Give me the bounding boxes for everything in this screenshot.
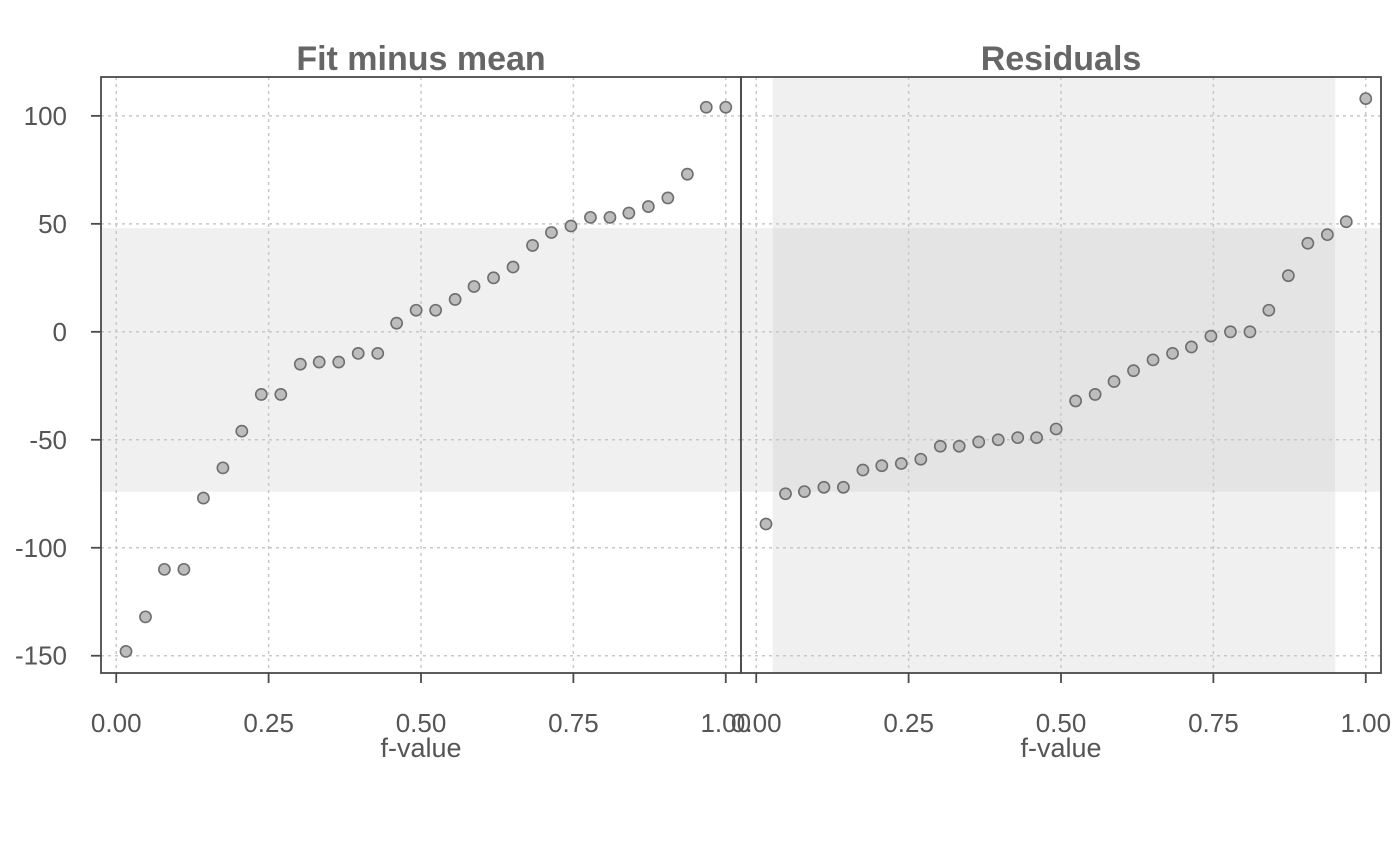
data-point	[1224, 325, 1237, 339]
data-point	[603, 210, 617, 224]
data-point	[467, 280, 481, 293]
data-point	[759, 517, 773, 531]
x-tick-label: 0.25	[883, 708, 934, 738]
data-point	[699, 100, 713, 114]
data-point	[312, 355, 326, 369]
data-point	[506, 260, 520, 274]
data-point	[972, 435, 986, 449]
data-point	[837, 480, 850, 494]
data-point	[545, 226, 558, 239]
data-point	[139, 610, 152, 624]
data-point	[933, 439, 947, 453]
data-point	[157, 562, 171, 576]
data-point	[856, 463, 870, 477]
data-point	[409, 303, 423, 317]
data-point	[177, 562, 191, 576]
data-point	[1339, 215, 1353, 229]
data-point	[894, 457, 908, 470]
x-tick-label: 0.50	[396, 708, 447, 738]
data-point	[1243, 325, 1257, 339]
data-point	[779, 487, 792, 501]
data-point	[429, 303, 443, 317]
data-point	[1030, 431, 1044, 445]
x-tick-label: 0.75	[548, 708, 599, 738]
data-point	[1069, 394, 1083, 408]
data-point	[216, 461, 230, 475]
data-point	[661, 191, 675, 205]
data-point	[274, 388, 288, 401]
data-point	[119, 645, 133, 658]
data-point	[448, 293, 462, 306]
data-point	[914, 452, 928, 466]
panel-residuals: Residuals f-value 0.00 0.25 0.50 0.75 1.00	[731, 40, 1391, 763]
y-tick-label: 100	[24, 101, 67, 131]
data-point	[952, 439, 966, 453]
data-point	[641, 200, 655, 213]
x-tick-label: 1.00	[1340, 708, 1391, 738]
data-point	[371, 347, 385, 360]
x-tick-label: 0.00	[731, 708, 782, 738]
data-point	[487, 271, 500, 285]
panel-fit-minus-mean: Fit minus mean f-value 0.00 0.25 0.50 0.75 1…	[15, 40, 751, 763]
y-tick-label: -150	[15, 641, 67, 671]
y-tick-label: 0	[53, 317, 67, 347]
data-point	[351, 347, 365, 360]
data-point	[332, 355, 346, 369]
x-tick-label: 0.50	[1036, 708, 1087, 738]
x-tick-label: 0.00	[91, 708, 142, 738]
data-point	[1107, 375, 1121, 388]
y-tick-label: -100	[15, 533, 67, 563]
band-horizontal-right-part	[1335, 228, 1381, 492]
data-point	[1301, 236, 1315, 250]
data-point	[526, 239, 539, 252]
data-point	[1127, 364, 1140, 378]
x-axis-label-left: f-value	[380, 733, 461, 763]
y-tick-label: 50	[38, 209, 67, 239]
data-point	[680, 167, 694, 181]
data-point	[622, 206, 636, 220]
y-tick-label: -50	[29, 425, 67, 455]
data-point	[1320, 228, 1334, 242]
data-point	[293, 357, 307, 371]
data-point	[1146, 353, 1160, 367]
x-tick-label: 0.25	[243, 708, 294, 738]
data-point	[1088, 388, 1102, 401]
panel-title-residuals: Residuals	[981, 40, 1142, 78]
data-point	[390, 316, 404, 330]
x-tick-label: 1.00	[700, 708, 751, 738]
panel-title-fit-minus-mean: Fit minus mean	[296, 40, 545, 78]
x-tick-label: 0.75	[1188, 708, 1239, 738]
data-point	[1359, 92, 1373, 105]
band-overlap	[772, 228, 1336, 492]
data-point	[1166, 347, 1179, 360]
data-point	[875, 459, 889, 473]
data-point	[196, 491, 210, 505]
data-point	[719, 100, 733, 114]
data-point	[235, 424, 249, 438]
data-point	[564, 219, 578, 233]
data-point	[817, 480, 831, 494]
data-point	[991, 433, 1005, 447]
x-axis-label-right: f-value	[1020, 733, 1101, 763]
data-point	[254, 388, 268, 401]
data-point	[1281, 269, 1295, 283]
data-point	[584, 210, 597, 224]
data-point	[1049, 422, 1063, 436]
data-point	[1011, 431, 1025, 445]
data-point	[797, 485, 811, 499]
data-point	[1262, 303, 1276, 317]
data-point	[1185, 340, 1198, 354]
data-point	[1204, 329, 1218, 343]
